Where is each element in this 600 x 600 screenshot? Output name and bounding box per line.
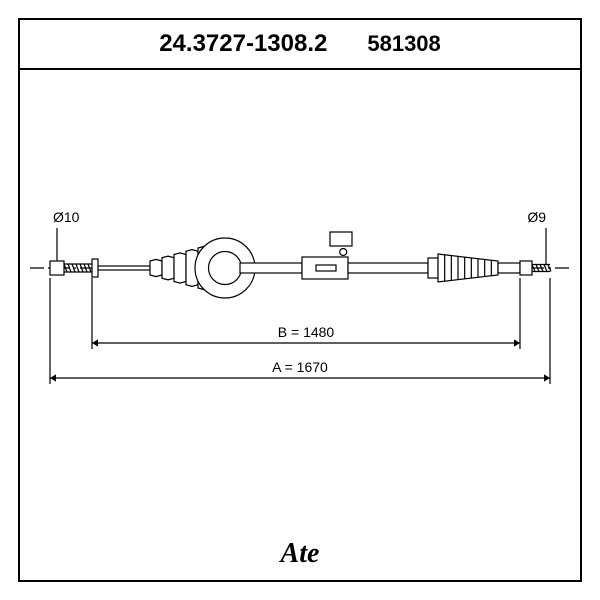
drawing-frame: 24.3727-1308.2 581308 Ø10 Ø9 B = 1480 A = 1… bbox=[18, 18, 582, 582]
svg-text:A = 1670: A = 1670 bbox=[272, 359, 328, 375]
brand-logo: Ate bbox=[281, 538, 320, 570]
technical-drawing: Ø10 Ø9 B = 1480 A = 1670 bbox=[20, 68, 580, 580]
title-bar: 24.3727-1308.2 581308 bbox=[20, 20, 580, 70]
part-number: 24.3727-1308.2 bbox=[159, 30, 327, 58]
alt-number: 581308 bbox=[367, 31, 440, 57]
svg-text:Ø9: Ø9 bbox=[527, 209, 546, 225]
drawing-svg: Ø10 Ø9 B = 1480 A = 1670 bbox=[20, 68, 580, 548]
svg-text:Ø10: Ø10 bbox=[53, 209, 80, 225]
svg-text:B = 1480: B = 1480 bbox=[278, 324, 335, 340]
